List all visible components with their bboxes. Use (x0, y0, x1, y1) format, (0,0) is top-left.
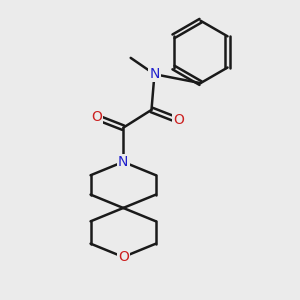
Text: N: N (118, 155, 128, 169)
Text: N: N (149, 67, 160, 81)
Text: O: O (118, 250, 129, 264)
Text: O: O (173, 113, 184, 127)
Text: O: O (91, 110, 102, 124)
